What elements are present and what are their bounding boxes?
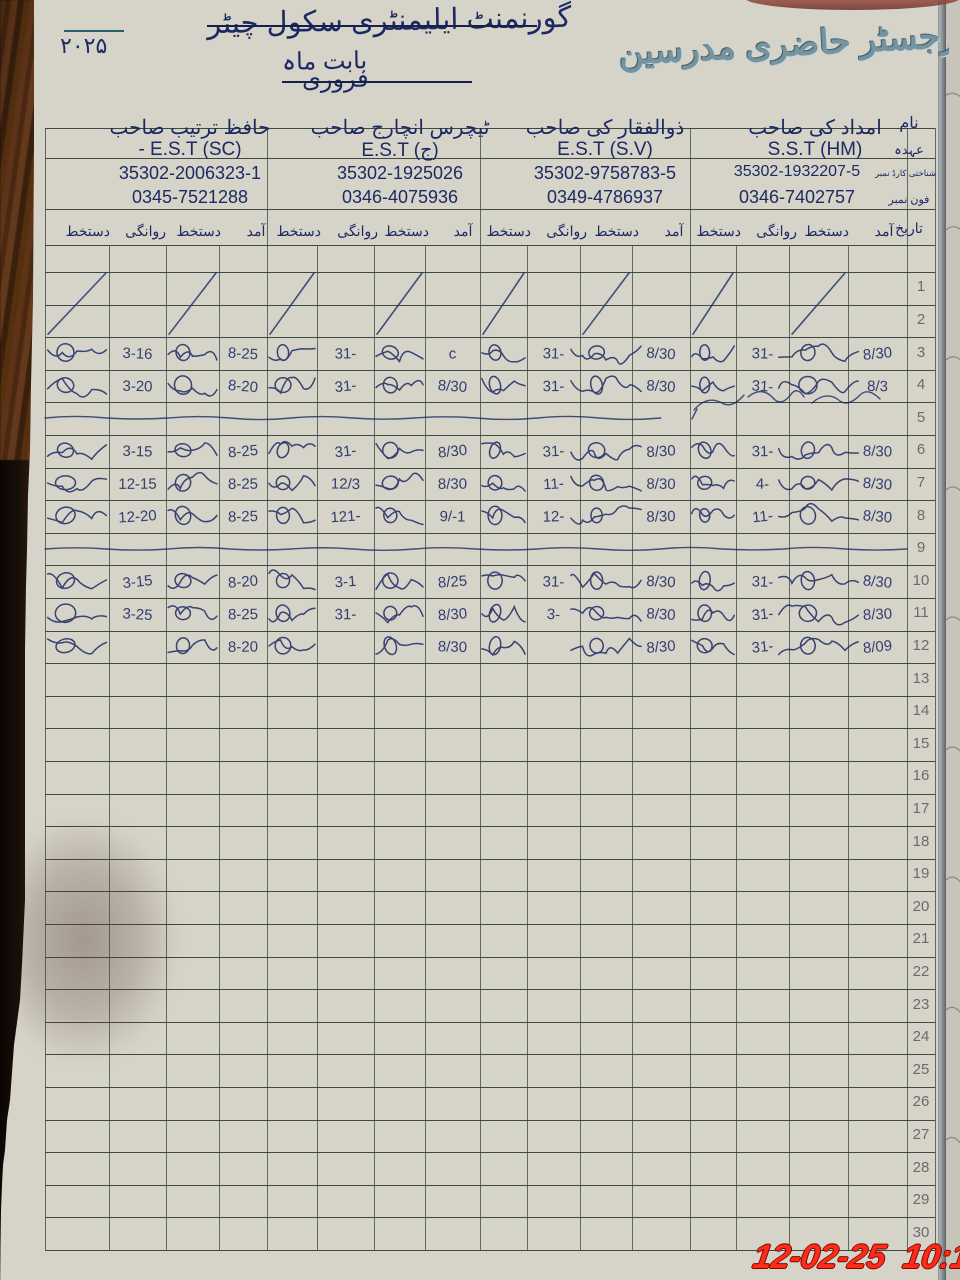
- svg-text:31-: 31-: [751, 377, 774, 395]
- svg-text:8/30: 8/30: [646, 442, 676, 461]
- svg-text:8/30: 8/30: [862, 475, 892, 494]
- svg-text:11-: 11-: [751, 507, 773, 526]
- svg-text:8/30: 8/30: [863, 605, 893, 623]
- svg-text:8/30: 8/30: [437, 605, 467, 624]
- svg-text:3-20: 3-20: [122, 378, 152, 396]
- svg-text:31-: 31-: [335, 345, 357, 362]
- svg-text:8-20: 8-20: [228, 639, 258, 656]
- svg-text:31-: 31-: [334, 377, 357, 396]
- svg-text:8/09: 8/09: [862, 637, 893, 657]
- svg-text:8/3: 8/3: [867, 378, 888, 395]
- svg-text:11-: 11-: [543, 475, 565, 493]
- svg-text:3-1: 3-1: [334, 573, 357, 592]
- svg-text:8/30: 8/30: [438, 638, 468, 656]
- svg-text:8-20: 8-20: [227, 377, 258, 396]
- svg-text:31-: 31-: [751, 638, 774, 657]
- svg-text:3-15: 3-15: [122, 443, 152, 461]
- svg-text:31-: 31-: [335, 606, 357, 623]
- svg-text:3-: 3-: [546, 606, 560, 624]
- svg-text:8/30: 8/30: [646, 573, 676, 591]
- svg-text:31-: 31-: [751, 605, 774, 624]
- svg-text:9/-1: 9/-1: [439, 508, 465, 525]
- svg-text:8-20: 8-20: [227, 572, 258, 591]
- svg-text:8/30: 8/30: [437, 377, 467, 396]
- svg-text:8/30: 8/30: [646, 508, 676, 526]
- svg-text:8/30: 8/30: [862, 507, 892, 526]
- svg-text:8-25: 8-25: [228, 476, 258, 493]
- svg-text:3-25: 3-25: [122, 605, 153, 624]
- svg-text:31-: 31-: [543, 378, 565, 395]
- svg-text:8/30: 8/30: [862, 572, 893, 592]
- svg-text:8-25: 8-25: [227, 442, 258, 462]
- svg-text:8-25: 8-25: [227, 345, 258, 364]
- svg-text:8-25: 8-25: [228, 606, 258, 623]
- svg-text:8/30: 8/30: [863, 443, 893, 461]
- svg-text:31-: 31-: [542, 443, 565, 461]
- svg-text:12-20: 12-20: [118, 507, 157, 527]
- svg-text:3-16: 3-16: [122, 345, 153, 363]
- svg-text:c: c: [448, 345, 457, 362]
- svg-text:12/3: 12/3: [331, 475, 361, 493]
- svg-text:8/30: 8/30: [646, 476, 675, 493]
- svg-text:31-: 31-: [542, 573, 564, 590]
- svg-text:31-: 31-: [542, 345, 564, 363]
- svg-text:4-: 4-: [756, 476, 770, 493]
- svg-text:31-: 31-: [751, 345, 773, 363]
- svg-text:31-: 31-: [334, 442, 357, 461]
- svg-text:8-25: 8-25: [228, 508, 258, 526]
- svg-text:8/30: 8/30: [646, 605, 676, 624]
- svg-text:121-: 121-: [330, 507, 361, 526]
- svg-text:31-: 31-: [751, 573, 773, 591]
- svg-text:8/30: 8/30: [646, 377, 676, 396]
- svg-text:3-15: 3-15: [122, 572, 154, 592]
- svg-text:8/30: 8/30: [646, 638, 676, 657]
- svg-text:8/25: 8/25: [437, 573, 467, 592]
- svg-text:8/30: 8/30: [438, 476, 467, 493]
- svg-text:8/30: 8/30: [646, 345, 676, 364]
- svg-text:8/30: 8/30: [862, 344, 893, 364]
- svg-text:31-: 31-: [752, 443, 774, 460]
- svg-text:8/30: 8/30: [437, 442, 468, 462]
- svg-text:12-15: 12-15: [118, 476, 156, 493]
- svg-text:12-: 12-: [542, 508, 564, 526]
